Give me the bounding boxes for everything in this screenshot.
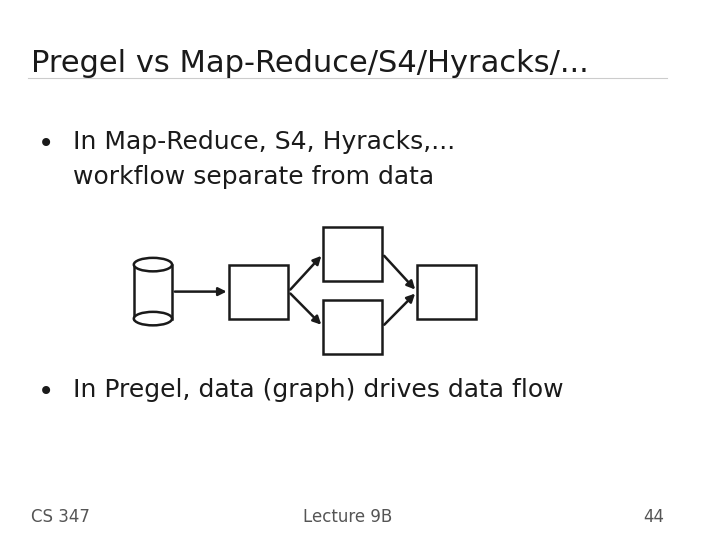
Text: •: • [38,130,55,158]
FancyBboxPatch shape [417,265,476,319]
Text: •: • [38,378,55,406]
Text: Lecture 9B: Lecture 9B [303,509,392,526]
Text: CS 347: CS 347 [31,509,90,526]
Text: workflow separate from data: workflow separate from data [73,165,434,188]
Ellipse shape [134,258,172,271]
FancyBboxPatch shape [230,265,289,319]
Ellipse shape [134,312,172,325]
FancyBboxPatch shape [323,300,382,354]
Text: 44: 44 [643,509,664,526]
Text: In Pregel, data (graph) drives data flow: In Pregel, data (graph) drives data flow [73,378,564,402]
FancyBboxPatch shape [323,227,382,281]
FancyBboxPatch shape [134,265,172,319]
Text: In Map-Reduce, S4, Hyracks,...: In Map-Reduce, S4, Hyracks,... [73,130,455,153]
Text: Pregel vs Map-Reduce/S4/Hyracks/...: Pregel vs Map-Reduce/S4/Hyracks/... [31,49,589,78]
